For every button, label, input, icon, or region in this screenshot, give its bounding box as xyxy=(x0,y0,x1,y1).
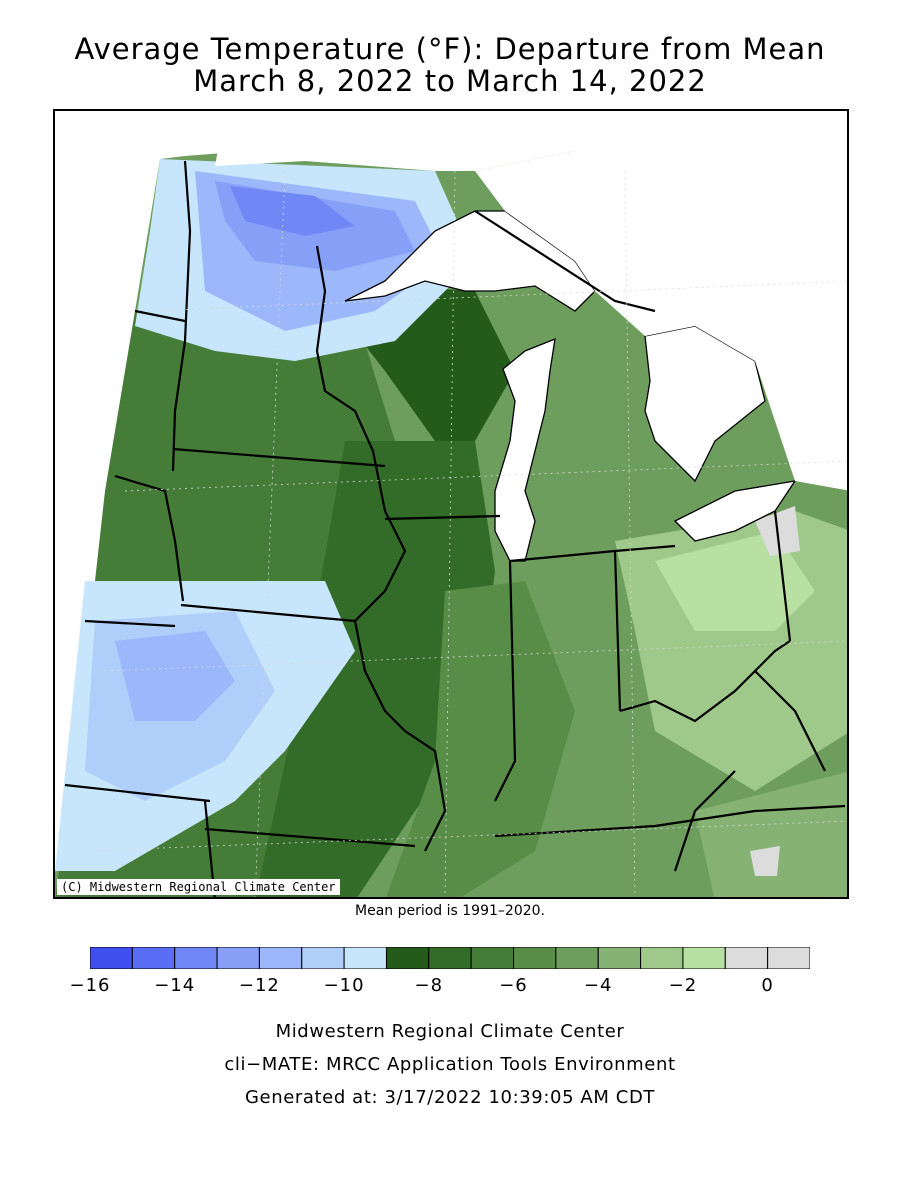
lake-superior xyxy=(344,210,596,312)
zone-blue-north-max xyxy=(230,186,355,236)
zone-gray-se xyxy=(750,846,780,876)
border-sd-ne xyxy=(84,619,176,628)
map-frame: (C) Midwestern Regional Climate Center xyxy=(53,109,849,899)
legend-swatch xyxy=(343,947,387,969)
zone-light-green-ky xyxy=(695,772,847,897)
zone-blue-sw-core xyxy=(115,631,235,721)
color-legend xyxy=(90,947,810,969)
legend-label: −4 xyxy=(583,975,613,996)
legend-swatch xyxy=(640,947,684,969)
border-mo-ar xyxy=(204,827,416,848)
legend-swatch xyxy=(597,947,642,969)
map-title: Average Temperature (°F): Departure from… xyxy=(74,32,826,66)
legend-label: −6 xyxy=(499,975,528,996)
footer-tool-name: cli−MATE: MRCC Application Tools Environ… xyxy=(224,1054,676,1075)
legend-labels: −16 −14 −12 −10 −8 −6 −4 −2 0 xyxy=(0,975,900,997)
border-ia-mo xyxy=(180,603,356,623)
legend-label: −10 xyxy=(323,975,365,996)
legend-swatch xyxy=(724,947,769,969)
legend-swatch xyxy=(258,947,303,969)
canada-white-nw xyxy=(215,111,755,171)
legend-swatch xyxy=(513,947,557,969)
border-ky-tn xyxy=(494,804,846,838)
border-up-mi xyxy=(474,210,656,313)
copyright-label: (C) Midwestern Regional Climate Center xyxy=(57,879,340,895)
mean-period-note: Mean period is 1991–2020. xyxy=(355,903,545,919)
legend-swatch xyxy=(428,947,472,969)
border-in-oh xyxy=(613,550,622,712)
state-boundaries xyxy=(64,160,846,897)
legend-swatch xyxy=(767,947,810,969)
legend-swatch xyxy=(385,947,430,969)
border-ia-il xyxy=(353,510,447,852)
legend-label: −14 xyxy=(154,975,196,996)
legend-label: −16 xyxy=(69,975,111,996)
border-ky-va xyxy=(673,770,736,872)
zone-mid-green-il xyxy=(386,581,575,897)
border-ky-wv xyxy=(754,670,826,772)
legend-label: −2 xyxy=(668,975,698,996)
footer-generated-time: Generated at: 3/17/2022 10:39:05 AM CDT xyxy=(244,1087,656,1108)
legend-swatch xyxy=(301,947,345,969)
lake-michigan xyxy=(494,337,556,562)
border-oh-ky xyxy=(619,640,791,723)
footer-organization: Midwestern Regional Climate Center xyxy=(275,1021,625,1042)
canada-white xyxy=(475,111,847,491)
legend-label: −8 xyxy=(414,975,444,996)
map-date-range: March 8, 2022 to March 14, 2022 xyxy=(193,64,707,98)
legend-swatch xyxy=(470,947,515,969)
border-mn-wi xyxy=(315,245,387,512)
zone-lightest-green xyxy=(655,531,815,631)
border-il-in xyxy=(494,560,517,802)
border-ne-ks xyxy=(64,783,211,803)
legend-swatch xyxy=(682,947,726,969)
border-oh-pa xyxy=(773,510,792,642)
border-mn-ia xyxy=(172,447,386,468)
legend-swatch xyxy=(555,947,599,969)
temperature-departure-map xyxy=(55,111,847,897)
legend-swatch xyxy=(90,947,133,969)
border-mi-oh-in xyxy=(509,544,676,563)
border-ne-ia xyxy=(114,474,185,602)
border-nd-sd xyxy=(134,309,186,323)
graticule xyxy=(84,170,847,897)
legend-label: −12 xyxy=(238,975,280,996)
legend-swatch xyxy=(131,947,176,969)
border-wi-il xyxy=(384,514,501,521)
legend-label: 0 xyxy=(761,975,774,996)
legend-swatch xyxy=(174,947,218,969)
legend-swatch xyxy=(216,947,260,969)
border-mn-dakotas xyxy=(171,160,192,472)
